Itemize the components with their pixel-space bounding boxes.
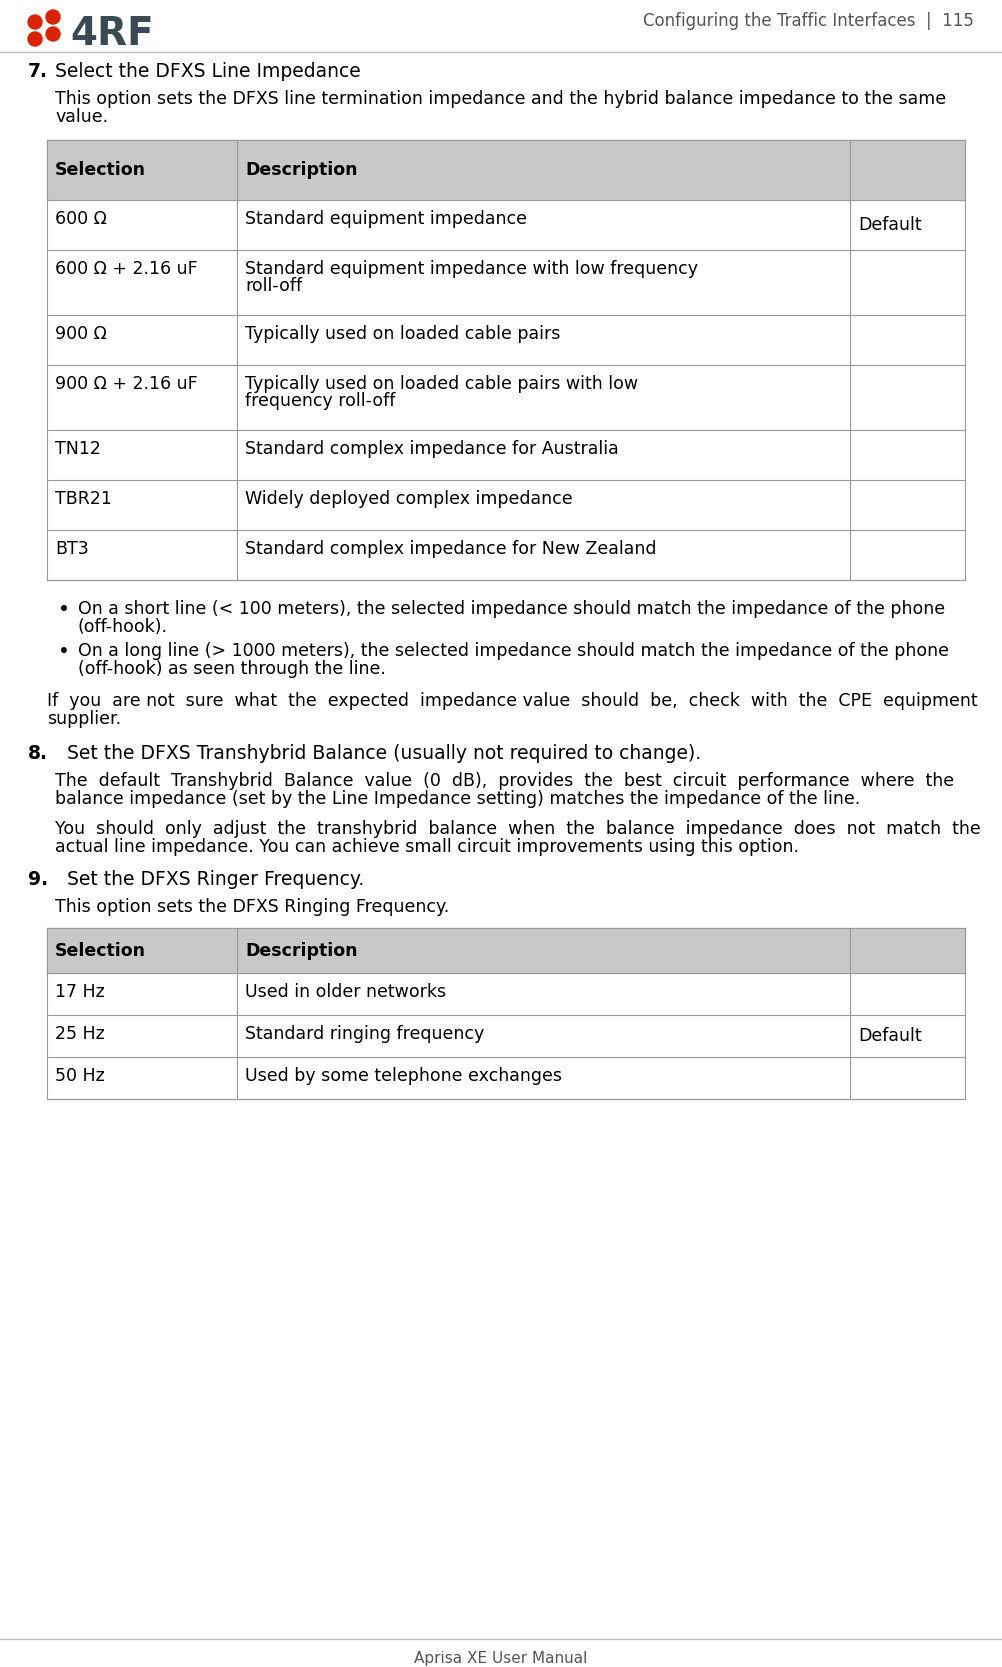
Text: (off-hook).: (off-hook). xyxy=(78,618,168,637)
Text: 17 Hz: 17 Hz xyxy=(55,984,105,1000)
Text: You  should  only  adjust  the  transhybrid  balance  when  the  balance  impeda: You should only adjust the transhybrid b… xyxy=(55,820,981,839)
Text: TN12: TN12 xyxy=(55,440,101,458)
Text: Select the DFXS Line Impedance: Select the DFXS Line Impedance xyxy=(55,62,361,82)
Text: Standard complex impedance for Australia: Standard complex impedance for Australia xyxy=(245,440,619,458)
Circle shape xyxy=(28,15,42,28)
Text: Widely deployed complex impedance: Widely deployed complex impedance xyxy=(245,490,572,508)
Text: •: • xyxy=(58,600,70,618)
Text: This option sets the DFXS Ringing Frequency.: This option sets the DFXS Ringing Freque… xyxy=(55,899,449,915)
Text: On a long line (> 1000 meters), the selected impedance should match the impedanc: On a long line (> 1000 meters), the sele… xyxy=(78,642,949,660)
Text: roll-off: roll-off xyxy=(245,277,303,295)
Text: balance impedance (set by the Line Impedance setting) matches the impedance of t: balance impedance (set by the Line Imped… xyxy=(55,790,861,808)
Text: 50 Hz: 50 Hz xyxy=(55,1067,105,1085)
Text: Standard complex impedance for New Zealand: Standard complex impedance for New Zeala… xyxy=(245,540,656,558)
Text: Set the DFXS Ringer Frequency.: Set the DFXS Ringer Frequency. xyxy=(55,870,365,889)
Text: Default: Default xyxy=(858,217,922,233)
Text: frequency roll-off: frequency roll-off xyxy=(245,392,396,410)
Text: 8.: 8. xyxy=(28,743,48,763)
Text: Description: Description xyxy=(245,162,358,178)
Text: Typically used on loaded cable pairs with low: Typically used on loaded cable pairs wit… xyxy=(245,375,638,393)
Text: Set the DFXS Transhybrid Balance (usually not required to change).: Set the DFXS Transhybrid Balance (usuall… xyxy=(55,743,701,763)
Text: Standard ringing frequency: Standard ringing frequency xyxy=(245,1025,484,1044)
Text: Selection: Selection xyxy=(55,162,146,178)
Text: Used by some telephone exchanges: Used by some telephone exchanges xyxy=(245,1067,562,1085)
Text: 4RF: 4RF xyxy=(70,15,153,53)
Text: 900 Ω + 2.16 uF: 900 Ω + 2.16 uF xyxy=(55,375,197,393)
Text: •: • xyxy=(58,642,70,662)
Text: Standard equipment impedance: Standard equipment impedance xyxy=(245,210,527,228)
Text: supplier.: supplier. xyxy=(47,710,121,728)
Text: The  default  Transhybrid  Balance  value  (0  dB),  provides  the  best  circui: The default Transhybrid Balance value (0… xyxy=(55,772,954,790)
Text: 9.: 9. xyxy=(28,870,48,889)
Text: 900 Ω: 900 Ω xyxy=(55,325,107,343)
Text: actual line impedance. You can achieve small circuit improvements using this opt: actual line impedance. You can achieve s… xyxy=(55,839,799,855)
Text: 7.: 7. xyxy=(28,62,48,82)
Text: 25 Hz: 25 Hz xyxy=(55,1025,105,1044)
Text: value.: value. xyxy=(55,108,108,127)
Text: Standard equipment impedance with low frequency: Standard equipment impedance with low fr… xyxy=(245,260,698,278)
Text: On a short line (< 100 meters), the selected impedance should match the impedanc: On a short line (< 100 meters), the sele… xyxy=(78,600,945,618)
Text: Used in older networks: Used in older networks xyxy=(245,984,446,1000)
Text: Typically used on loaded cable pairs: Typically used on loaded cable pairs xyxy=(245,325,560,343)
Text: Aprisa XE User Manual: Aprisa XE User Manual xyxy=(414,1650,588,1665)
Circle shape xyxy=(46,27,60,42)
Text: (off-hook) as seen through the line.: (off-hook) as seen through the line. xyxy=(78,660,386,678)
Text: This option sets the DFXS line termination impedance and the hybrid balance impe: This option sets the DFXS line terminati… xyxy=(55,90,946,108)
Text: Configuring the Traffic Interfaces  |  115: Configuring the Traffic Interfaces | 115 xyxy=(643,12,974,30)
Text: Description: Description xyxy=(245,942,358,960)
Text: If  you  are not  sure  what  the  expected  impedance value  should  be,  check: If you are not sure what the expected im… xyxy=(47,692,978,710)
Text: 600 Ω: 600 Ω xyxy=(55,210,107,228)
Text: Selection: Selection xyxy=(55,942,146,960)
Text: TBR21: TBR21 xyxy=(55,490,112,508)
Text: 600 Ω + 2.16 uF: 600 Ω + 2.16 uF xyxy=(55,260,197,278)
Circle shape xyxy=(28,32,42,47)
Circle shape xyxy=(46,10,60,23)
Text: BT3: BT3 xyxy=(55,540,89,558)
Text: Default: Default xyxy=(858,1027,922,1045)
